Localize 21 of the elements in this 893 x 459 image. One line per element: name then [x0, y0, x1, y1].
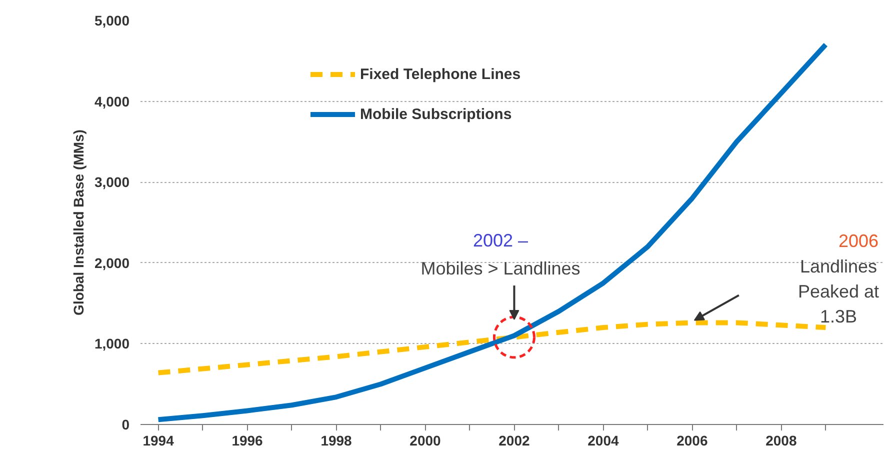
legend-label: Fixed Telephone Lines	[360, 66, 521, 82]
annotation: 2002 –	[472, 230, 528, 250]
x-tick-label: 1998	[320, 432, 352, 448]
annotation: Landlines Peaked at 1.3B	[798, 256, 880, 326]
x-tick-label: 2004	[588, 432, 619, 448]
y-axis-title: Global Installed Base (MMs)	[70, 130, 86, 316]
x-tick-label: 2006	[676, 432, 708, 448]
legend-label: Mobile Subscriptions	[360, 106, 512, 122]
y-tick-label: 4,000	[94, 93, 130, 110]
annotation: Mobiles > Landlines	[420, 258, 580, 278]
annotation: 2006	[838, 231, 879, 251]
x-tick-label: 1996	[232, 432, 264, 448]
x-tick-label: 2002	[498, 432, 530, 448]
y-tick-label: 0	[122, 416, 130, 432]
y-tick-label: 2,000	[94, 254, 130, 271]
x-tick-label: 2000	[410, 432, 442, 448]
y-tick-label: 1,000	[94, 336, 130, 352]
x-tick-label: 1994	[142, 432, 174, 448]
y-tick-label: 5,000	[94, 12, 130, 28]
x-tick-label: 2008	[766, 432, 797, 448]
y-tick-label: 3,000	[94, 174, 130, 190]
